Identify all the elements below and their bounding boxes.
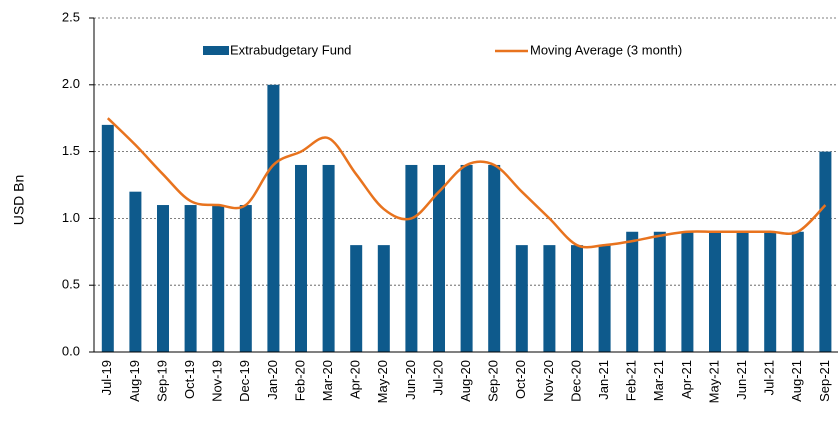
- bar: [157, 205, 169, 352]
- bar: [571, 245, 583, 352]
- bar: [543, 245, 556, 352]
- x-tick-label: Jul-19: [99, 360, 114, 395]
- x-tick-label: Oct-20: [513, 360, 528, 399]
- y-tick-label: 2.0: [62, 76, 80, 91]
- x-tick-label: Jul-20: [430, 360, 445, 395]
- y-tick-label: 1.0: [62, 210, 80, 225]
- x-tick-label: Nov-20: [541, 360, 556, 402]
- x-tick-label: Dec-19: [237, 360, 252, 402]
- bar: [212, 205, 225, 352]
- bar: [405, 164, 418, 352]
- x-tick-label: Aug-19: [127, 360, 142, 402]
- x-tick-label: Mar-21: [651, 360, 666, 401]
- legend-label: Moving Average (3 month): [530, 42, 682, 57]
- x-tick-label: Jul-21: [762, 360, 777, 395]
- x-tick-label: Jun-21: [734, 360, 749, 400]
- bar: [350, 245, 363, 352]
- x-tick-label: Apr-21: [679, 360, 694, 399]
- bar: [515, 245, 528, 352]
- bar: [791, 231, 804, 352]
- x-tick-label: Nov-19: [210, 360, 225, 402]
- bar: [764, 231, 777, 352]
- x-tick-label: May-20: [375, 360, 390, 403]
- x-tick-label: Jan-21: [596, 360, 611, 400]
- y-tick-label: 0.0: [62, 343, 80, 358]
- x-tick-label: Sep-21: [817, 360, 832, 402]
- bar: [598, 245, 611, 352]
- bar: [819, 151, 832, 352]
- bar: [709, 231, 721, 352]
- x-tick-label: Jan-20: [265, 360, 280, 400]
- legend-swatch: [203, 46, 229, 55]
- x-tick-label: Oct-19: [182, 360, 197, 399]
- y-axis-label: USD Bn: [11, 175, 27, 226]
- bar: [295, 164, 307, 352]
- bar: [653, 231, 666, 352]
- bar: [460, 164, 473, 352]
- x-tick-label: Mar-20: [320, 360, 335, 401]
- bar: [267, 84, 280, 353]
- bar: [101, 124, 114, 352]
- bar: [129, 191, 142, 352]
- x-tick-label: Aug-21: [789, 360, 804, 402]
- bar: [488, 164, 501, 352]
- x-tick-label: Jun-20: [403, 360, 418, 400]
- x-tick-label: Feb-20: [292, 360, 307, 401]
- bar: [433, 164, 445, 352]
- x-tick-label: Aug-20: [458, 360, 473, 402]
- bar: [184, 205, 197, 352]
- y-tick-label: 2.5: [62, 9, 80, 24]
- legend-label: Extrabudgetary Fund: [230, 42, 351, 57]
- bar: [322, 164, 335, 352]
- bar: [377, 245, 390, 352]
- bar: [626, 231, 639, 352]
- bar: [681, 231, 694, 352]
- x-tick-label: May-21: [706, 360, 721, 403]
- x-tick-label: Sep-20: [486, 360, 501, 402]
- x-tick-label: Apr-20: [348, 360, 363, 399]
- y-tick-label: 1.5: [62, 143, 80, 158]
- bar: [736, 231, 749, 352]
- bar: [239, 205, 252, 352]
- x-tick-label: Feb-21: [624, 360, 639, 401]
- line: [106, 117, 827, 249]
- x-tick-label: Dec-20: [568, 360, 583, 402]
- y-tick-label: 0.5: [62, 277, 80, 292]
- x-tick-label: Sep-19: [154, 360, 169, 402]
